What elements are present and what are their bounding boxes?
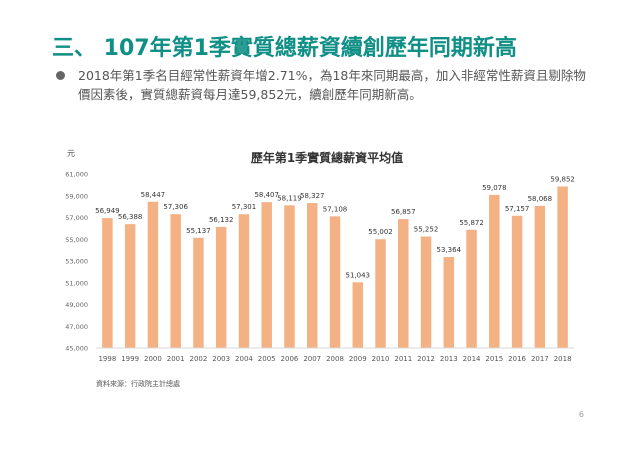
bar-1999: [124, 224, 136, 348]
x-tick-label: 2017: [531, 355, 549, 363]
x-tick-label: 2005: [258, 355, 276, 363]
bar-2012: [420, 236, 432, 348]
x-tick-label: 2013: [440, 355, 458, 363]
value-label: 57,108: [323, 205, 348, 213]
bullet-dot-icon: [56, 71, 65, 80]
y-tick-label: 51,000: [65, 279, 88, 287]
bar-1998: [102, 218, 113, 348]
bar-2008: [329, 216, 341, 348]
x-tick-label: 2012: [417, 355, 435, 363]
value-label: 55,252: [414, 226, 439, 234]
source-note: 資料來源：行政院主計總處: [96, 379, 180, 388]
value-label: 58,068: [528, 195, 553, 203]
y-tick-label: 55,000: [65, 236, 88, 244]
y-tick-label: 53,000: [65, 258, 88, 266]
bar-2011: [398, 219, 409, 348]
x-tick-label: 2018: [554, 355, 572, 363]
value-label: 57,301: [232, 203, 257, 211]
y-tick-label: 49,000: [65, 301, 88, 309]
bar-2013: [443, 257, 455, 348]
bar-2015: [489, 194, 500, 348]
x-tick-label: 2003: [212, 355, 230, 363]
value-label: 56,949: [95, 207, 120, 215]
x-tick-label: 2001: [167, 355, 185, 363]
value-label: 56,857: [391, 208, 416, 216]
value-label: 58,447: [141, 191, 166, 199]
bar-2018: [557, 186, 568, 348]
value-label: 57,157: [505, 205, 529, 213]
x-tick-label: 1999: [121, 355, 139, 363]
x-tick-label: 2011: [394, 355, 412, 363]
x-tick-label: 2016: [508, 355, 526, 363]
bar-2016: [511, 215, 523, 348]
x-tick-label: 1998: [98, 355, 116, 363]
value-label: 51,043: [346, 271, 371, 279]
chart-title: 歷年第1季實質總薪資平均值: [251, 150, 403, 165]
x-tick-label: 2000: [144, 355, 162, 363]
x-tick-label: 2010: [372, 355, 390, 363]
value-label: 53,364: [437, 246, 462, 254]
value-label: 56,388: [118, 213, 142, 221]
value-label: 58,407: [254, 191, 279, 199]
salary-bar-chart: 歷年第1季實質總薪資平均值 元 45,000 47,000 49,000 51,000…: [65, 149, 575, 388]
bar-2017: [534, 205, 546, 348]
x-tick-label: 2009: [349, 355, 367, 363]
value-label: 58,327: [300, 192, 325, 200]
bullet-point: 2018年第1季名目經常性薪資年增2.71%，為18年來同期最高，加入非經常性薪…: [52, 66, 592, 104]
x-tick-label: 2004: [235, 355, 253, 363]
y-axis-ticks: 45,000 47,000 49,000 51,000 53,000 55,000 57,0…: [65, 171, 88, 353]
bar-2014: [466, 229, 477, 348]
value-label: 58,119: [277, 194, 302, 202]
x-axis-ticks: 1998 1999 2000 2001 2002 2003 2004 2005 2006 2007…: [98, 355, 571, 363]
x-tick-label: 2014: [463, 355, 481, 363]
y-tick-label: 57,000: [65, 214, 88, 222]
y-axis-label: 元: [67, 149, 75, 158]
bar-2010: [375, 239, 386, 348]
value-label: 56,132: [209, 216, 234, 224]
y-tick-label: 59,000: [65, 192, 88, 200]
x-tick-label: 2006: [281, 355, 299, 363]
value-label: 55,137: [186, 227, 211, 235]
bar-2005: [261, 202, 272, 348]
value-label: 59,078: [482, 184, 507, 192]
bar-2006: [284, 205, 295, 348]
x-tick-label: 2007: [303, 355, 321, 363]
bar-2004: [238, 214, 250, 348]
slide-title: 三、 107年第1季實質總薪資續創歷年同期新高: [52, 36, 517, 61]
x-tick-label: 2008: [326, 355, 344, 363]
y-tick-label: 61,000: [65, 171, 88, 179]
y-tick-label: 45,000: [65, 345, 88, 353]
value-label: 57,306: [163, 203, 188, 211]
bar-2009: [352, 282, 363, 348]
bar-2007: [307, 203, 318, 348]
x-tick-label: 2015: [485, 355, 503, 363]
value-label: 59,852: [550, 175, 575, 183]
bar-2000: [147, 201, 159, 348]
page-number: 6: [578, 410, 584, 419]
bar-2002: [193, 237, 204, 348]
bar-2003: [215, 226, 227, 348]
bar-2001: [170, 214, 181, 348]
bullet-text: 2018年第1季名目經常性薪資年增2.71%，為18年來同期最高，加入非經常性薪…: [78, 68, 586, 102]
value-label: 55,872: [459, 219, 484, 227]
x-tick-label: 2002: [190, 355, 208, 363]
value-label: 55,002: [368, 228, 393, 236]
y-tick-label: 47,000: [65, 323, 88, 331]
bars: [102, 186, 568, 348]
